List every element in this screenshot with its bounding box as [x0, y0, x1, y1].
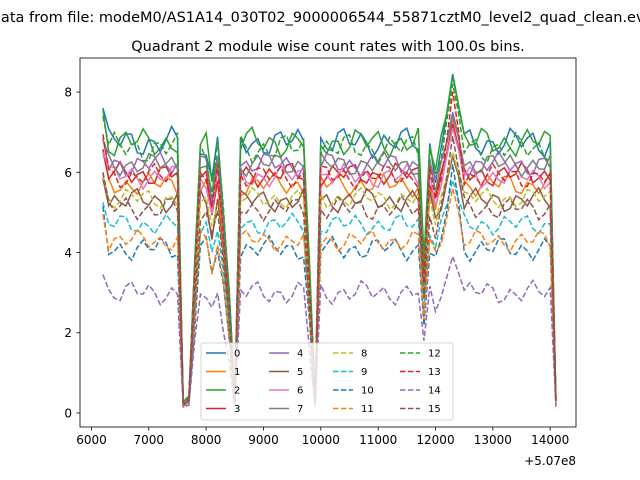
y-tick-label: 8: [64, 86, 72, 100]
series-line-13: [102, 91, 557, 406]
legend-label-1: 1: [234, 367, 240, 378]
plot-frame: [79, 57, 577, 428]
series-line-14: [102, 254, 557, 408]
series-line-8: [102, 152, 557, 407]
x-tick-label: 11000: [359, 433, 397, 447]
legend-label-9: 9: [361, 367, 367, 378]
y-tick-label: 6: [64, 166, 72, 180]
legend-label-0: 0: [234, 349, 240, 360]
y-tick-label: 0: [64, 406, 72, 420]
x-tick-label: 9000: [248, 433, 279, 447]
legend-label-5: 5: [297, 367, 303, 378]
x-tick-label: 8000: [191, 433, 222, 447]
legend-label-13: 13: [428, 367, 441, 378]
legend-label-11: 11: [361, 404, 374, 415]
legend-label-7: 7: [297, 404, 303, 415]
legend-label-8: 8: [361, 349, 367, 360]
y-tick-label: 4: [64, 246, 72, 260]
y-tick-label: 2: [64, 326, 72, 340]
legend-label-6: 6: [297, 386, 303, 397]
legend-label-3: 3: [234, 404, 240, 415]
x-tick-label: 12000: [416, 433, 454, 447]
series-line-9: [102, 177, 557, 407]
legend-label-4: 4: [297, 349, 303, 360]
x-tick-label: 6000: [76, 433, 107, 447]
x-tick-label: 7000: [134, 433, 165, 447]
figure-suptitle: Data from file: modeM0/AS1A14_030T02_900…: [0, 10, 640, 26]
legend-box: [200, 342, 454, 421]
legend-label-10: 10: [361, 386, 374, 397]
series-line-15: [102, 136, 557, 407]
chart-title: Quadrant 2 module wise count rates with …: [131, 39, 525, 55]
legend-label-15: 15: [428, 404, 441, 415]
plot-lines: [102, 73, 557, 408]
y-axis: 0 2 4 6 8: [64, 86, 80, 420]
x-offset-label: +5.07e8: [524, 454, 576, 468]
x-tick-label: 14000: [531, 433, 569, 447]
series-line-12: [102, 83, 557, 404]
legend-label-12: 12: [428, 349, 441, 360]
x-axis: 6000 7000 8000 9000 10000 11000 12000 13000 1400…: [76, 427, 569, 447]
series-line-10: [102, 164, 557, 408]
x-tick-label: 13000: [474, 433, 512, 447]
x-tick-label: 10000: [302, 433, 340, 447]
legend-label-14: 14: [428, 386, 441, 397]
legend-label-2: 2: [234, 386, 240, 397]
